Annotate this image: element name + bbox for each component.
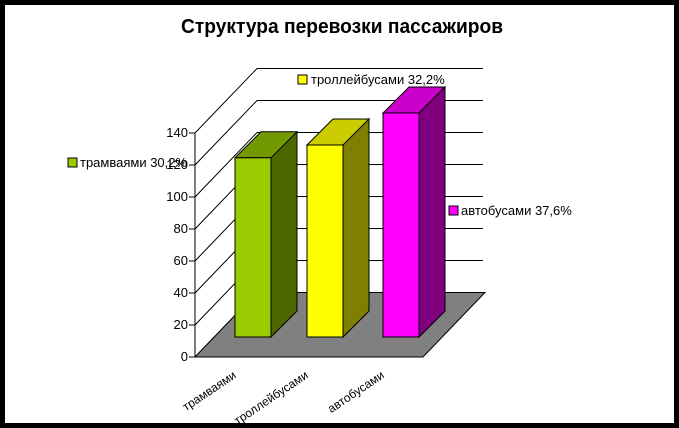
value-axis-label-80: 80 (174, 221, 188, 236)
value-axis-label-100: 100 (166, 189, 188, 204)
data-label-buses: автобусами 37,6% (461, 203, 572, 218)
value-axis-label-120: 120 (166, 157, 188, 172)
bar-side-trolleybuses (342, 117, 370, 339)
sidewall-gridline-120 (194, 100, 258, 166)
value-axis-label-140: 140 (166, 125, 188, 140)
data-label-trolleybuses: троллейбусами 32,2% (311, 72, 445, 87)
value-axis-label-60: 60 (174, 253, 188, 268)
sidewall-gridline-100 (194, 132, 258, 198)
bar-side-trams (270, 130, 298, 339)
sidewall-gridline-140 (194, 68, 258, 134)
data-label-trams: трамваями 30,2% (80, 155, 187, 170)
bar-side-buses (418, 85, 446, 339)
value-axis-label-20: 20 (174, 317, 188, 332)
series-marker-trams-icon (67, 157, 78, 168)
series-marker-trolleybuses-icon (297, 74, 308, 85)
chart-title: Структура перевозки пассажиров (181, 16, 503, 38)
bar-trams (234, 157, 272, 338)
value-axis-label-40: 40 (174, 285, 188, 300)
series-marker-buses-icon (448, 205, 459, 216)
bar-buses (382, 112, 420, 338)
value-axis-label-0: 0 (181, 349, 188, 364)
bar-trolleybuses (306, 144, 344, 338)
